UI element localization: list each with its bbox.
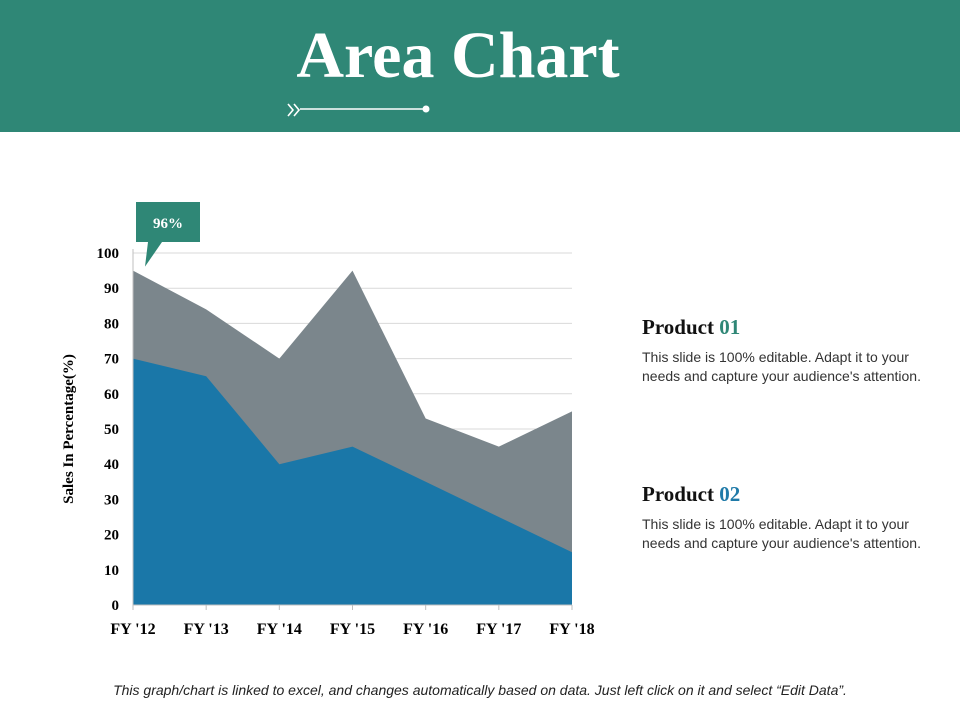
y-tick-label-0: 0 <box>112 598 120 614</box>
product-02-heading: Product 02 <box>642 481 932 507</box>
y-tick-label-5: 50 <box>104 422 119 438</box>
slide-title: Area Chart <box>296 19 620 92</box>
callout-label: 96% <box>153 216 183 232</box>
product-02-label: Product <box>642 482 714 506</box>
product-01-label: Product <box>642 315 714 339</box>
y-tick-label-7: 70 <box>104 352 119 368</box>
product-02-block: Product 02 This slide is 100% editable. … <box>642 481 932 553</box>
y-tick-label-10: 100 <box>97 246 120 262</box>
y-tick-label-2: 20 <box>104 528 119 544</box>
title-banner: Area Chart <box>0 0 960 132</box>
footnote: This graph/chart is linked to excel, and… <box>113 682 847 698</box>
x-tick-label-3: FY '15 <box>330 621 375 638</box>
x-tick-label-1: FY '13 <box>184 621 229 638</box>
product-01-heading: Product 01 <box>642 314 932 340</box>
x-tick-label-6: FY '18 <box>549 621 594 638</box>
y-tick-label-6: 60 <box>104 387 119 403</box>
y-tick-label-1: 10 <box>104 563 119 579</box>
product-01-number: 01 <box>719 315 741 339</box>
y-tick-label-9: 90 <box>104 281 119 297</box>
callout-bubble <box>136 202 200 267</box>
y-tick-label-3: 30 <box>104 492 119 508</box>
chart-axes <box>132 249 573 610</box>
product-02-description: This slide is 100% editable. Adapt it to… <box>642 516 921 551</box>
y-tick-label-8: 80 <box>104 316 119 332</box>
x-axis-ticks: FY '12 FY '13 FY '14 FY '15 FY '16 FY '17 FY '… <box>110 621 594 638</box>
product-01-description: This slide is 100% editable. Adapt it to… <box>642 349 921 384</box>
decorative-arrow-line-icon <box>287 103 430 117</box>
area-series-2 <box>133 358 572 605</box>
x-tick-label-4: FY '16 <box>403 621 448 638</box>
x-tick-label-0: FY '12 <box>110 621 155 638</box>
peak-callout: 96% <box>136 202 200 267</box>
chart-areas <box>133 270 572 605</box>
x-tick-label-5: FY '17 <box>476 621 521 638</box>
x-tick-label-2: FY '14 <box>257 621 302 638</box>
y-axis-label: Sales In Percentage(%) <box>61 354 77 504</box>
product-02-number: 02 <box>719 482 741 506</box>
y-axis-ticks: 0 10 20 30 40 50 60 70 80 90 100 <box>97 246 120 614</box>
y-tick-label-4: 40 <box>104 457 119 473</box>
product-01-block: Product 01 This slide is 100% editable. … <box>642 314 932 386</box>
